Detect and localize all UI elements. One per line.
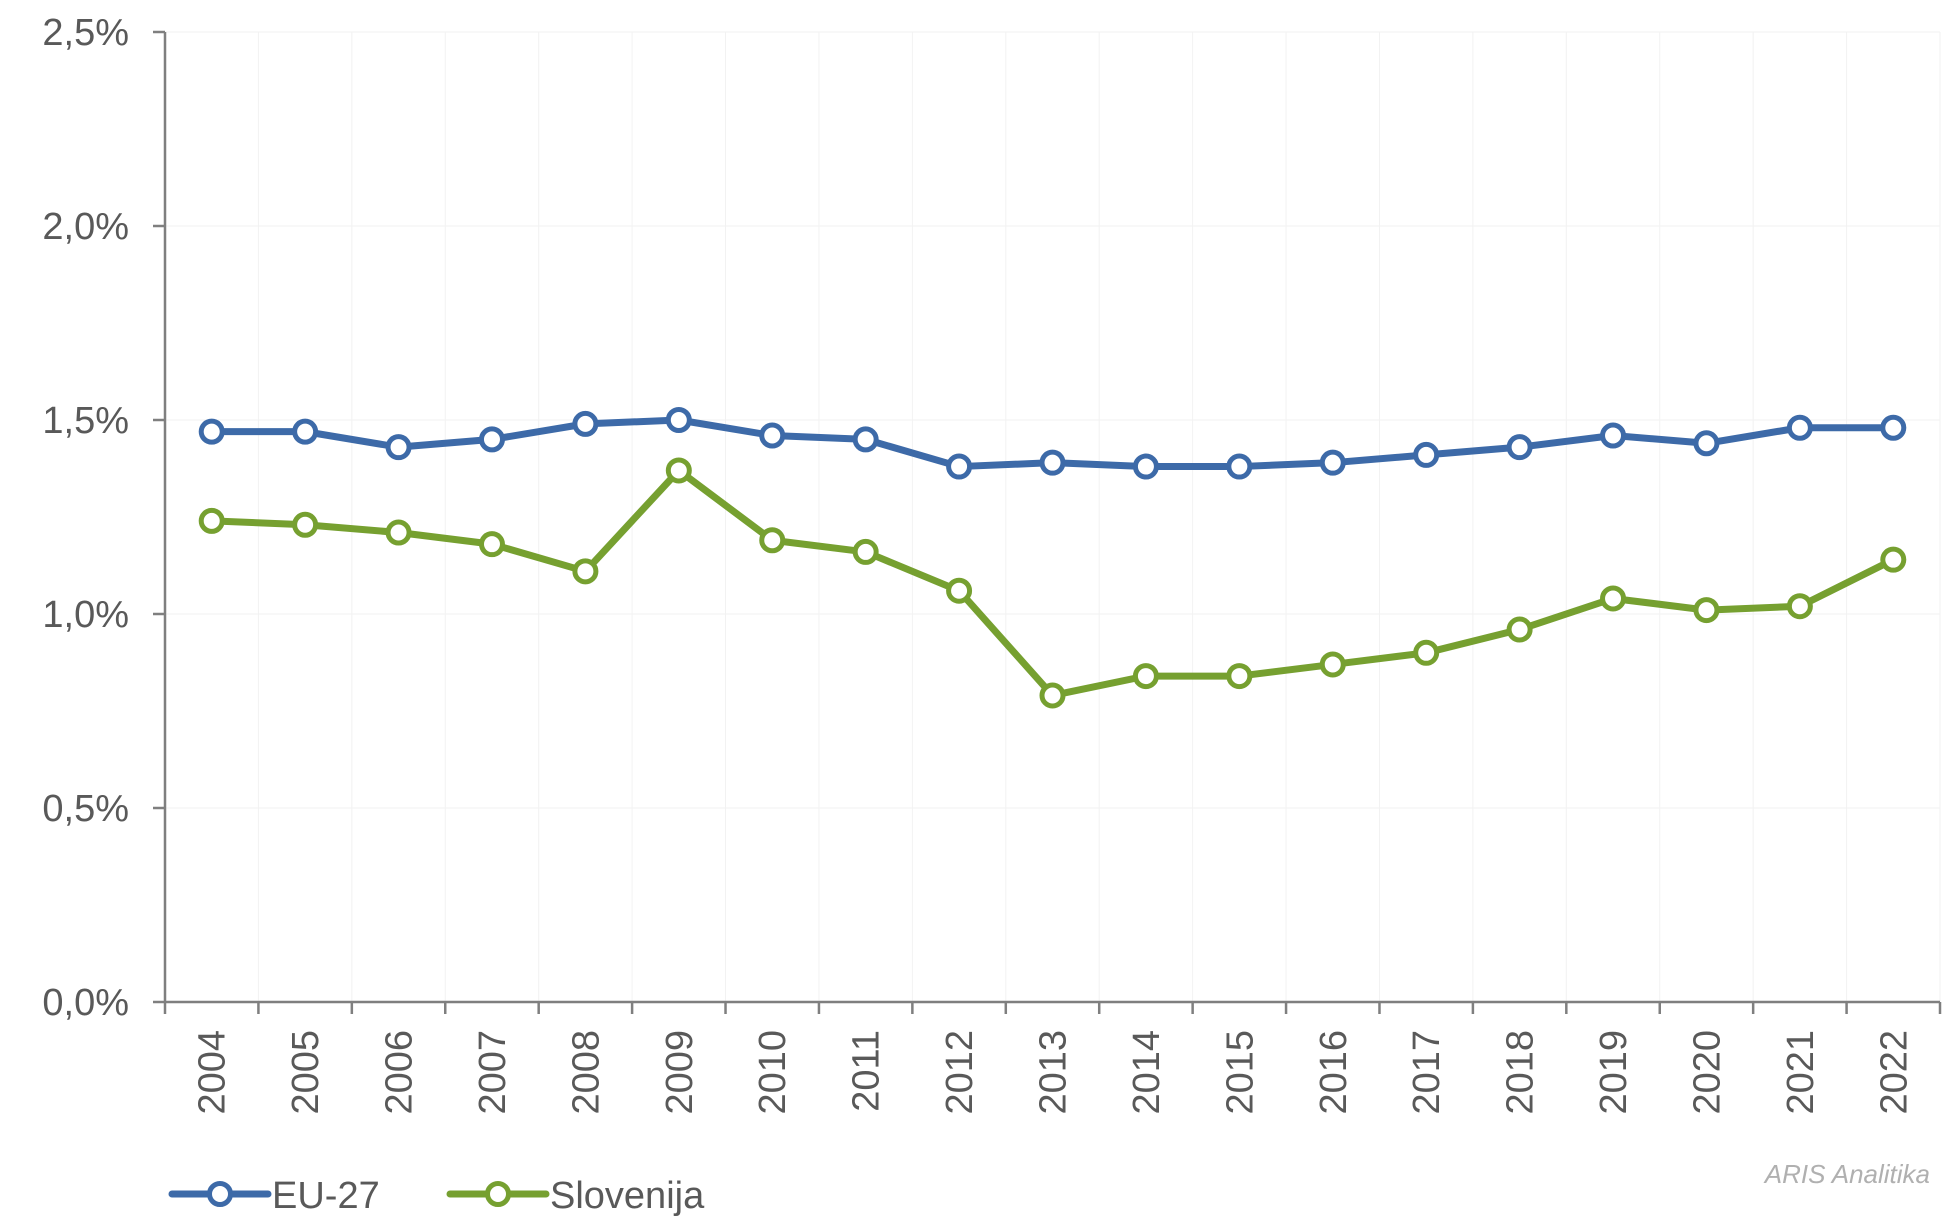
data-point-1 xyxy=(385,434,412,461)
data-point-2 xyxy=(478,531,505,558)
legend-marker xyxy=(485,1181,511,1207)
data-point-2 xyxy=(572,558,599,585)
data-point-1 xyxy=(1226,453,1253,480)
x-tick-label: 2013 xyxy=(1033,1030,1075,1115)
y-tick-label: 0,0% xyxy=(42,982,129,1024)
x-tick-label: 2015 xyxy=(1219,1030,1261,1115)
data-point-1 xyxy=(1132,453,1159,480)
data-point-2 xyxy=(1880,546,1907,573)
y-tick-label: 0,5% xyxy=(42,788,129,830)
x-tick-label: 2020 xyxy=(1686,1030,1728,1115)
data-point-2 xyxy=(1506,616,1533,643)
data-point-2 xyxy=(1226,663,1253,690)
data-point-1 xyxy=(1786,414,1813,441)
data-point-1 xyxy=(292,418,319,445)
x-tick-label: 2006 xyxy=(379,1030,421,1115)
series-line-2 xyxy=(208,466,1897,699)
data-point-2 xyxy=(292,511,319,538)
y-tick-label: 1,5% xyxy=(42,400,129,442)
x-tick-label: 2017 xyxy=(1406,1030,1448,1115)
y-tick-label: 1,0% xyxy=(42,594,129,636)
x-tick-label: 2022 xyxy=(1873,1030,1915,1115)
data-point-2 xyxy=(852,538,879,565)
x-tick-label: 2014 xyxy=(1126,1030,1168,1115)
x-tick-label: 2018 xyxy=(1500,1030,1542,1115)
data-point-1 xyxy=(946,453,973,480)
y-tick-label: 2,5% xyxy=(42,12,129,54)
data-point-2 xyxy=(198,507,225,534)
legend-marker xyxy=(207,1181,233,1207)
legend-label: Slovenija xyxy=(550,1175,705,1216)
x-tick-label: 2012 xyxy=(939,1030,981,1115)
data-point-2 xyxy=(1132,663,1159,690)
data-point-2 xyxy=(1413,639,1440,666)
data-point-1 xyxy=(1039,449,1066,476)
y-tick-label: 2,0% xyxy=(42,206,129,248)
data-point-2 xyxy=(1693,597,1720,624)
x-tick-label: 2011 xyxy=(846,1030,888,1112)
data-point-1 xyxy=(1600,422,1627,449)
data-point-1 xyxy=(1319,449,1346,476)
x-tick-label: 2019 xyxy=(1593,1030,1635,1115)
data-point-1 xyxy=(1693,430,1720,457)
data-point-2 xyxy=(1319,651,1346,678)
data-point-1 xyxy=(759,422,786,449)
x-tick-label: 2004 xyxy=(192,1030,234,1115)
x-tick-label: 2008 xyxy=(565,1030,607,1115)
data-point-1 xyxy=(198,418,225,445)
x-tick-label: 2009 xyxy=(659,1030,701,1115)
data-point-2 xyxy=(1786,593,1813,620)
data-point-1 xyxy=(1413,441,1440,468)
x-tick-label: 2007 xyxy=(472,1030,514,1115)
data-point-1 xyxy=(478,426,505,453)
data-point-1 xyxy=(665,407,692,433)
data-point-1 xyxy=(1506,434,1533,461)
x-tick-label: 2005 xyxy=(285,1030,327,1115)
data-point-1 xyxy=(852,426,879,453)
data-point-2 xyxy=(759,527,786,554)
credit-text: ARIS Analitika xyxy=(1763,1159,1930,1189)
data-point-2 xyxy=(946,577,973,604)
data-point-1 xyxy=(572,410,599,437)
data-point-2 xyxy=(665,457,692,484)
data-point-1 xyxy=(1880,414,1907,441)
legend-label: EU-27 xyxy=(272,1175,380,1216)
x-tick-label: 2010 xyxy=(752,1030,794,1115)
x-tick-label: 2016 xyxy=(1313,1030,1355,1115)
data-point-2 xyxy=(1039,682,1066,709)
x-tick-label: 2021 xyxy=(1780,1030,1822,1115)
data-point-2 xyxy=(1600,585,1627,612)
data-point-2 xyxy=(385,519,412,546)
